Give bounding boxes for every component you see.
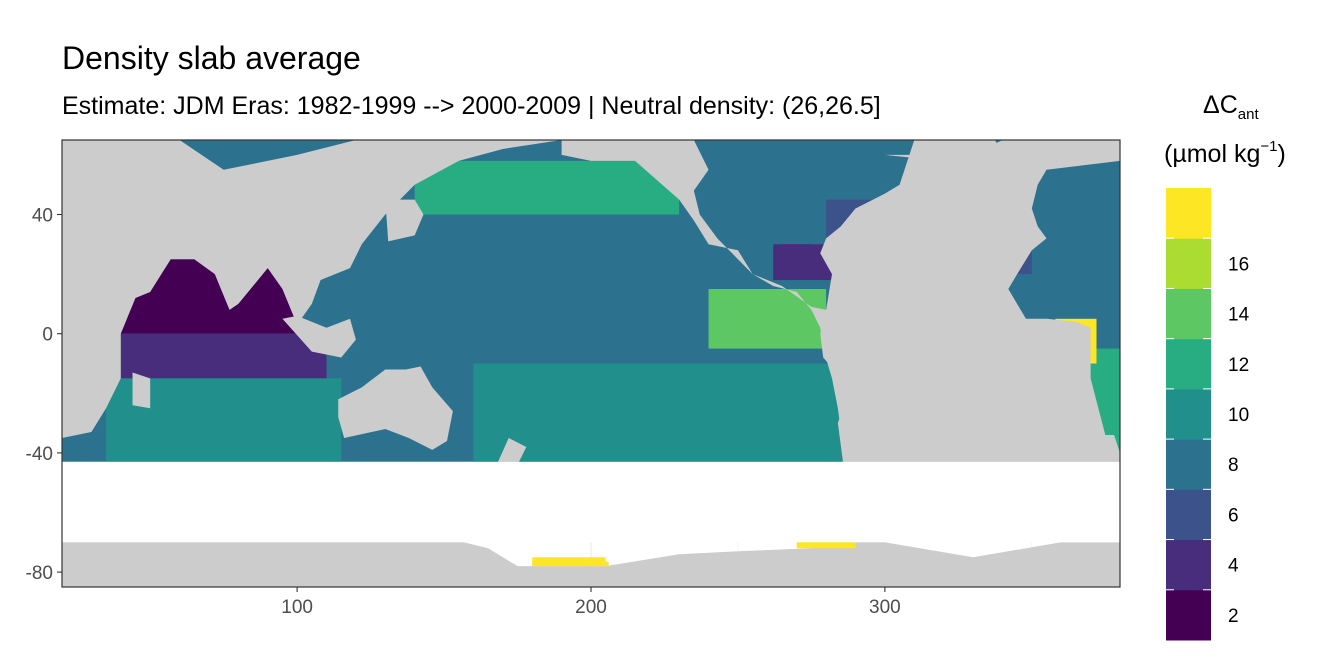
legend-label: 2 (1228, 606, 1239, 627)
legend-swatch (1166, 288, 1211, 340)
color-legend: 2 4 6 8 10 12 14 16 ΔCant (µmol kg−1) (1164, 91, 1286, 641)
legend-swatch (1166, 539, 1211, 591)
legend-label: 10 (1228, 405, 1249, 426)
chart-subtitle: Estimate: JDM Eras: 1982-1999 --> 2000-2… (62, 92, 881, 120)
land-madagascar (132, 372, 151, 409)
x-tick-label: 200 (575, 597, 607, 618)
no-data-band (62, 461, 1120, 543)
chart-title: Density slab average (62, 40, 361, 76)
legend-title: ΔCant (1203, 91, 1259, 123)
region-cell (414, 160, 680, 215)
x-tick-label: 300 (869, 597, 901, 618)
land-australia (338, 366, 453, 450)
legend-swatch (1166, 338, 1211, 390)
weddell-high (811, 540, 856, 549)
region-cell (708, 289, 827, 349)
map-panel (62, 140, 1120, 587)
land-americas (561, 140, 1120, 498)
land-eurasia-africa (62, 140, 562, 438)
legend-unit-close: ) (1277, 140, 1285, 168)
y-tick-label: 40 (32, 206, 53, 227)
region-cell (355, 229, 591, 304)
legend-label: 4 (1228, 556, 1239, 577)
land-mask (62, 140, 1120, 587)
y-tick-label: -40 (26, 444, 53, 465)
legend-unit-superscript: −1 (1260, 138, 1277, 155)
legend-unit: (µmol kg−1) (1164, 138, 1286, 168)
x-tick-label: 100 (281, 597, 313, 618)
legend-swatch (1166, 188, 1211, 239)
legend-label: 14 (1228, 305, 1250, 326)
legend-label: 16 (1228, 254, 1249, 275)
y-tick-label: -80 (26, 563, 53, 584)
land-japan (385, 199, 424, 242)
legend-swatch (1166, 238, 1211, 289)
legend-swatch (1166, 439, 1211, 490)
legend-label: 8 (1228, 455, 1239, 476)
ross-sea-high (532, 561, 609, 567)
region-cell (120, 333, 327, 379)
no-data-band (62, 461, 1120, 543)
legend-swatch (1166, 388, 1211, 440)
land-greenland (884, 140, 1003, 161)
gulf-of-mexico (773, 244, 827, 281)
land-indonesia (282, 315, 356, 358)
legend-title-subscript: ant (1238, 106, 1260, 123)
legend-label: 6 (1228, 505, 1239, 526)
region-cell (473, 363, 856, 462)
y-tick-label: 0 (42, 325, 53, 346)
legend-swatch (1166, 589, 1211, 641)
legend-label: 12 (1228, 355, 1249, 376)
legend-swatch (1166, 489, 1211, 541)
